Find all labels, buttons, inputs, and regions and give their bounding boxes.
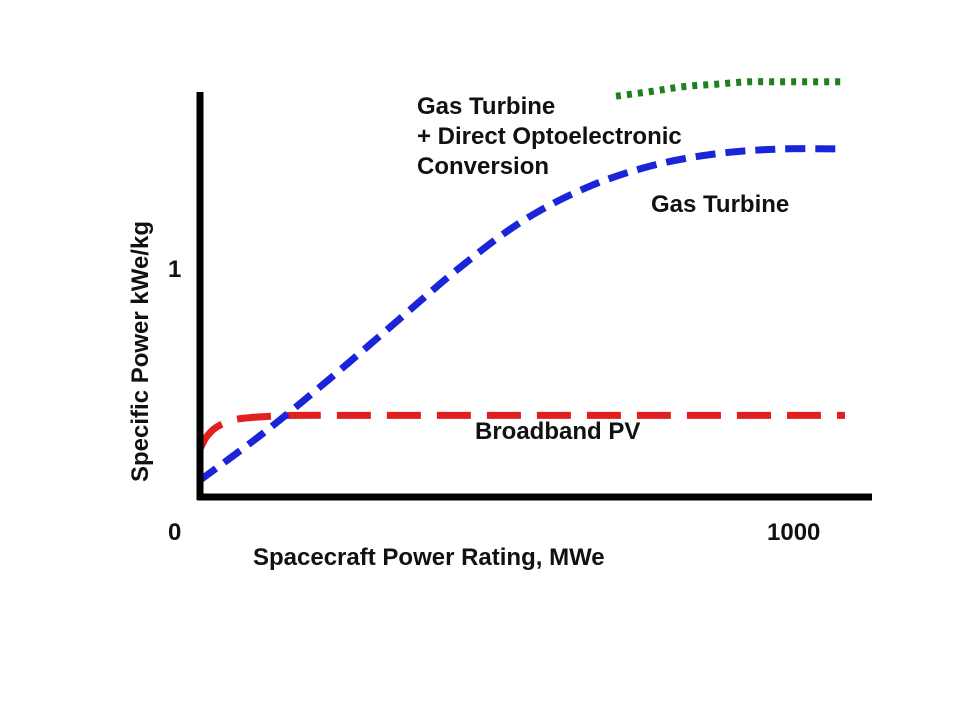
series-line-gas-turbine (197, 145, 846, 484)
annotation-combined-line-1: Gas Turbine (417, 93, 556, 120)
annotation-combined-line-2: + Direct Optoelectronic (417, 123, 682, 150)
annotation-broadband-pv: Broadband PV (475, 418, 641, 445)
y-tick-label-1: 1 (168, 256, 182, 283)
annotation-gas-turbine: Gas Turbine (651, 191, 790, 218)
x-axis-label: Spacecraft Power Rating, MWe (253, 544, 605, 571)
series-line-broadband-pv (196, 411, 845, 451)
x-tick-label-0: 0 (168, 519, 182, 546)
x-tick-label-1000: 1000 (767, 519, 821, 546)
series-layer (196, 78, 846, 484)
y-axis-label: Specific Power kWe/kg (127, 221, 154, 482)
annotation-combined-line-3: Conversion (417, 153, 550, 180)
annotation-combined: Gas Turbine + Direct Optoelectronic Conv… (417, 92, 682, 182)
